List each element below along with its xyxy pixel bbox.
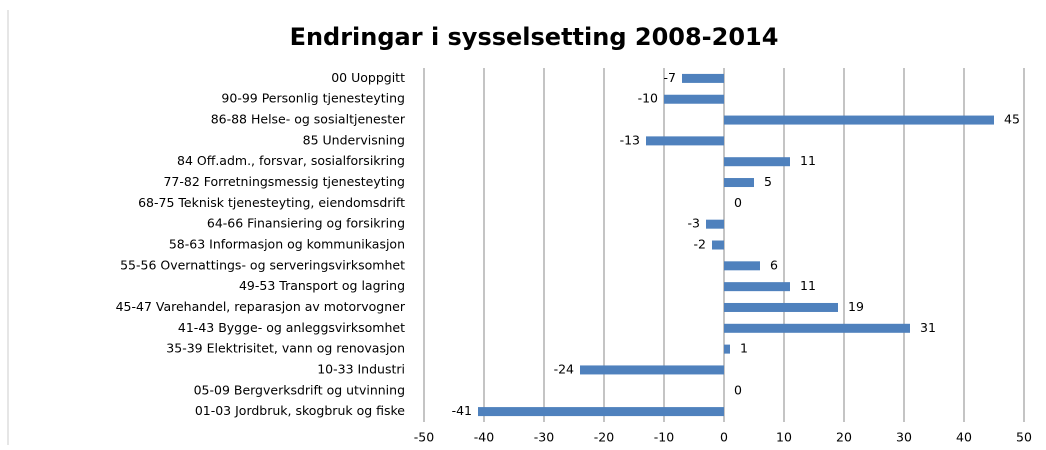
- y-tick-label: 45-47 Varehandel, reparasjon av motorvog…: [116, 299, 406, 314]
- bar: [724, 261, 760, 271]
- y-tick-label: 35-39 Elektrisitet, vann og renovasjon: [166, 341, 405, 356]
- y-tick-label: 55-56 Overnattings- og serveringsvirksom…: [120, 257, 405, 272]
- x-tick-label: 30: [896, 430, 912, 445]
- x-tick-label: 10: [776, 430, 792, 445]
- data-label: 5: [764, 174, 772, 189]
- data-label: -3: [688, 216, 700, 231]
- x-tick-label: -40: [474, 430, 494, 445]
- x-tick-label: 40: [956, 430, 972, 445]
- bar: [724, 302, 838, 312]
- chart-title: Endringar i sysselsetting 2008-2014: [290, 23, 779, 51]
- bar: [682, 73, 724, 83]
- y-tick-label: 86-88 Helse- og sosialtjenester: [211, 112, 406, 127]
- bar: [706, 219, 724, 229]
- bar: [724, 344, 730, 354]
- data-label: -24: [554, 361, 574, 376]
- data-label: 0: [734, 195, 742, 210]
- y-tick-label: 90-99 Personlig tjenesteyting: [221, 91, 405, 106]
- y-tick-label: 05-09 Bergverksdrift og utvinning: [194, 382, 405, 397]
- y-tick-label: 77-82 Forretningsmessig tjenesteyting: [163, 174, 405, 189]
- data-label: 0: [734, 382, 742, 397]
- x-tick-label: -20: [594, 430, 614, 445]
- bar: [724, 157, 790, 167]
- y-tick-label: 64-66 Finansiering og forsikring: [207, 216, 405, 231]
- bar: [712, 240, 724, 250]
- y-tick-label: 49-53 Transport og lagring: [239, 278, 405, 293]
- x-tick-label: -10: [654, 430, 674, 445]
- bar: [646, 136, 724, 146]
- y-tick-label: 84 Off.adm., forsvar, sosialforsikring: [177, 153, 405, 168]
- data-label: -41: [452, 403, 472, 418]
- y-tick-label: 00 Uoppgitt: [331, 70, 405, 85]
- bar: [664, 94, 724, 104]
- bar: [724, 282, 790, 292]
- data-label: -13: [620, 132, 640, 147]
- x-tick-label: 20: [836, 430, 852, 445]
- data-label: -7: [664, 70, 676, 85]
- bar: [724, 115, 994, 125]
- bar: [724, 323, 910, 333]
- x-tick-label: -50: [414, 430, 434, 445]
- data-label: -10: [638, 91, 658, 106]
- bar: [724, 178, 754, 188]
- data-label: -2: [694, 237, 706, 252]
- data-label: 11: [800, 278, 816, 293]
- x-tick-label: -30: [534, 430, 554, 445]
- data-label: 6: [770, 257, 778, 272]
- bar: [580, 365, 724, 375]
- y-tick-label: 41-43 Bygge- og anleggsvirksomhet: [178, 320, 405, 335]
- y-tick-label: 85 Undervisning: [303, 132, 405, 147]
- bar: [478, 407, 724, 417]
- data-label: 11: [800, 153, 816, 168]
- data-label: 45: [1004, 112, 1020, 127]
- x-tick-label: 50: [1016, 430, 1032, 445]
- x-tick-label: 0: [720, 430, 728, 445]
- data-label: 19: [848, 299, 864, 314]
- y-tick-label: 58-63 Informasjon og kommunikasjon: [169, 237, 405, 252]
- y-tick-label: 68-75 Teknisk tjenesteyting, eiendomsdri…: [138, 195, 405, 210]
- data-label: 1: [740, 341, 748, 356]
- y-tick-label: 10-33 Industri: [317, 361, 405, 376]
- y-tick-label: 01-03 Jordbruk, skogbruk og fiske: [195, 403, 405, 418]
- data-label: 31: [920, 320, 936, 335]
